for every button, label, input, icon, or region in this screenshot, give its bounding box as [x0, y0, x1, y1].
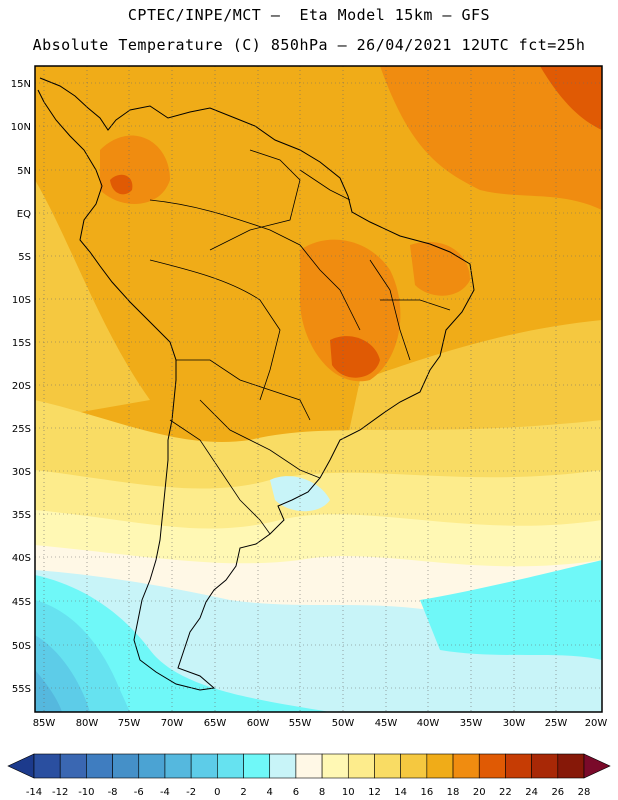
colorbar-swatch [321, 753, 349, 779]
colorbar-tick-label: -8 [108, 787, 118, 798]
colorbar-tick-label: -12 [52, 787, 68, 798]
colorbar-tick-label: 2 [240, 787, 246, 798]
lat-label: 10N [11, 122, 31, 133]
colorbar-swatch [217, 753, 244, 779]
lon-label: 40W [417, 718, 440, 729]
colorbar-tick-label: 4 [267, 787, 273, 798]
colorbar-swatch [452, 753, 480, 779]
field-hot-colombia [110, 174, 133, 195]
field-20-22-north [540, 66, 602, 130]
colorbar-underflow-arrow [7, 753, 35, 779]
lon-label: 30W [503, 718, 526, 729]
lon-label: 35W [460, 718, 483, 729]
lon-label: 70W [161, 718, 184, 729]
colorbar-tick-label: 12 [368, 787, 381, 798]
colorbar-swatch [86, 753, 113, 779]
field-14-16-pacific [35, 180, 150, 420]
colorbar-tick-label: -10 [78, 787, 94, 798]
lon-label: 85W [33, 718, 56, 729]
colorbar-overflow-arrow [583, 753, 611, 779]
lon-label: 50W [332, 718, 355, 729]
lat-label: 35S [12, 510, 31, 521]
country-borders [149, 149, 451, 535]
lat-label: 20S [12, 381, 31, 392]
colorbar-swatch [243, 753, 271, 779]
map-frame [34, 65, 603, 713]
lon-label: 55W [289, 718, 312, 729]
lat-label: 10S [12, 295, 31, 306]
colorbar-swatch [347, 753, 375, 779]
colorbar-tick-label: -4 [160, 787, 170, 798]
lon-label: 75W [118, 718, 141, 729]
colorbar-swatch [33, 753, 61, 779]
colorbar-tick-label: 16 [420, 787, 433, 798]
colorbar-tick-label: 0 [214, 787, 220, 798]
temperature-field [35, 66, 602, 712]
colorbar-tick-label: -6 [134, 787, 144, 798]
chart-subtitle: Absolute Temperature (C) 850hPa – 26/04/… [32, 36, 586, 54]
graticule [35, 66, 602, 712]
colorbar-tick-label: 18 [447, 787, 460, 798]
colorbar-swatch [557, 753, 585, 779]
lat-label: 50S [12, 641, 31, 652]
coastline [37, 77, 475, 691]
field-2-4-atlantic [420, 560, 602, 660]
colorbar-tick-label: 20 [473, 787, 486, 798]
colorbar-tick-label: 14 [394, 787, 407, 798]
colorbar-swatch [400, 753, 428, 779]
colorbar-swatch [269, 753, 297, 779]
colorbar: -14 -12 -10 -8 -6 -4 -2 0 2 4 6 8 10 12 14 16 18 20 22 24 26… [7, 753, 611, 798]
lat-label: 15N [11, 79, 31, 90]
lon-label: 60W [247, 718, 270, 729]
lat-label: EQ [17, 209, 31, 220]
colorbar-swatch [295, 753, 323, 779]
colorbar-tick-label: -2 [186, 787, 196, 798]
colorbar-swatch [190, 753, 218, 779]
lat-label: 15S [12, 338, 31, 349]
colorbar-tick-label: -14 [26, 787, 42, 798]
field-hot-goias [330, 336, 380, 378]
colorbar-swatch [59, 753, 87, 779]
lat-label: 5S [18, 252, 31, 263]
colorbar-tick-label: 10 [342, 787, 355, 798]
colorbar-tick-label: 28 [578, 787, 591, 798]
lon-label: 80W [76, 718, 99, 729]
colorbar-tick-label: 8 [319, 787, 325, 798]
lon-label: 25W [545, 718, 568, 729]
lat-label: 30S [12, 467, 31, 478]
colorbar-tick-label: 6 [293, 787, 299, 798]
lon-label: 65W [204, 718, 227, 729]
colorbar-swatch [505, 753, 532, 779]
lat-label: 40S [12, 553, 31, 564]
colorbar-swatch [374, 753, 401, 779]
colorbar-swatch [164, 753, 192, 779]
colorbar-tick-label: 24 [525, 787, 538, 798]
chart-title: CPTEC/INPE/MCT – Eta Model 15km – GFS [127, 6, 491, 24]
colorbar-swatch [426, 753, 454, 779]
lat-label: 45S [12, 597, 31, 608]
field-neg4-neg2 [35, 670, 62, 712]
colorbar-tick-label: 26 [551, 787, 564, 798]
colorbar-swatch [478, 753, 506, 779]
colorbar-swatch [531, 753, 559, 779]
colorbar-swatch [112, 753, 140, 779]
lon-label: 20W [585, 718, 608, 729]
field-18-20-north [380, 66, 602, 210]
lat-label: 5N [17, 166, 31, 177]
longitude-axis: 85W 80W 75W 70W 65W 60W 55W 50W 45W 40W … [33, 718, 608, 729]
lat-label: 25S [12, 424, 31, 435]
colorbar-swatch [138, 753, 166, 779]
latitude-axis: 15N 10N 5N EQ 5S 10S 15S 20S 25S 30S 35S… [11, 79, 31, 695]
colorbar-tick-label: 22 [499, 787, 512, 798]
lon-label: 45W [375, 718, 398, 729]
lat-label: 55S [12, 684, 31, 695]
